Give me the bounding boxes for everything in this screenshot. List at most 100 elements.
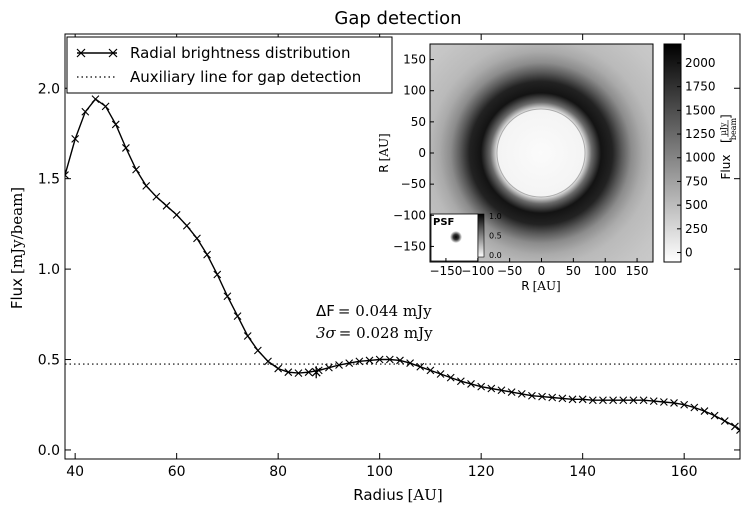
colorbar-tick-label: 500 bbox=[685, 198, 708, 212]
data-point-marker bbox=[172, 210, 181, 219]
annotation-delta-f-value: = 0.044 mJy bbox=[338, 302, 432, 320]
colorbar-unit-numerator: μJy bbox=[719, 122, 728, 135]
data-point-marker bbox=[396, 356, 404, 365]
data-point-marker bbox=[720, 417, 729, 425]
y-tick-label: 1.5 bbox=[38, 172, 60, 188]
data-point-marker bbox=[264, 357, 272, 366]
data-point-marker bbox=[690, 403, 699, 412]
annotation-3sigma: 3σ = 0.028 mJy bbox=[316, 324, 433, 342]
data-point-marker bbox=[182, 221, 191, 230]
y-tick-label: 0.0 bbox=[38, 443, 60, 459]
colorbar-tick-label: 1500 bbox=[685, 103, 716, 117]
psf-colorbar-tick-label: 1.0 bbox=[489, 212, 502, 221]
y-axis-label: Flux [mJy/beam] bbox=[8, 187, 26, 309]
annotation-delta-f: ΔF = 0.044 mJy bbox=[316, 302, 432, 320]
legend-entry-radial: Radial brightness distribution bbox=[130, 44, 350, 62]
data-point-marker bbox=[203, 250, 211, 259]
inset-x-tick-label: −50 bbox=[497, 264, 522, 278]
inset-x-tick-label: 0 bbox=[538, 264, 546, 278]
annotation-delta-f-label: ΔF bbox=[316, 302, 335, 320]
psf-colorbar-tick-label: 0.0 bbox=[489, 251, 502, 260]
data-point-marker bbox=[731, 422, 739, 431]
data-point-marker bbox=[446, 373, 455, 382]
x-tick-label: 160 bbox=[671, 464, 698, 480]
data-point-marker bbox=[294, 369, 303, 377]
data-point-marker bbox=[670, 399, 678, 407]
colorbar-tick-label: 750 bbox=[685, 174, 708, 188]
inset-x-tick-label: −150 bbox=[429, 264, 462, 278]
psf-beam bbox=[450, 231, 462, 243]
data-point-marker bbox=[325, 363, 333, 372]
inset-y-tick-label: 150 bbox=[403, 53, 426, 67]
data-point-marker bbox=[65, 171, 69, 179]
data-point-marker bbox=[223, 292, 232, 301]
data-point-marker bbox=[355, 357, 364, 366]
x-tick-label: 40 bbox=[66, 464, 84, 480]
data-point-marker bbox=[629, 396, 638, 405]
data-point-marker bbox=[507, 388, 516, 396]
colorbar-tick-label: 1750 bbox=[685, 80, 716, 94]
inset-y-label-text: R bbox=[377, 164, 391, 172]
inset-y-label: R [AU] bbox=[377, 133, 391, 173]
colorbar-unit-close: ] bbox=[719, 114, 733, 119]
x-axis-unit: [AU] bbox=[408, 486, 443, 504]
legend-marker-sample bbox=[76, 48, 118, 58]
gap-minimum-marker bbox=[311, 366, 321, 379]
data-point-marker bbox=[365, 356, 374, 365]
data-point-marker bbox=[517, 390, 526, 398]
data-point-marker bbox=[233, 312, 242, 321]
inset-x-tick-label: 100 bbox=[594, 264, 617, 278]
inset-y-tick-label: 50 bbox=[411, 115, 426, 129]
data-point-marker bbox=[680, 400, 689, 409]
data-point-marker bbox=[456, 377, 465, 386]
data-point-marker bbox=[436, 370, 445, 378]
psf-colorbar-tick-label: 0.5 bbox=[489, 232, 502, 241]
colorbar-tick-label: 2000 bbox=[685, 56, 716, 70]
data-point-marker bbox=[588, 396, 597, 405]
x-tick-label: 100 bbox=[366, 464, 393, 480]
data-point-marker bbox=[528, 391, 536, 400]
data-point-marker bbox=[416, 362, 425, 371]
inset-disk-image: PSF 1.0 0.5 0.0 bbox=[429, 43, 654, 263]
data-point-marker bbox=[385, 355, 394, 364]
data-point-marker bbox=[81, 107, 90, 116]
inset-x-label: R [AU] bbox=[521, 279, 561, 293]
colorbar-tick-label: 1000 bbox=[685, 151, 716, 165]
data-point-marker bbox=[162, 201, 171, 210]
colorbar-tick-label: 250 bbox=[685, 222, 708, 236]
data-point-marker bbox=[548, 393, 557, 402]
annotation-3sigma-label: 3σ bbox=[316, 324, 337, 342]
data-point-marker bbox=[152, 192, 161, 201]
x-tick-label: 80 bbox=[269, 464, 287, 480]
data-point-marker bbox=[91, 95, 100, 103]
inset-x-unit: [AU] bbox=[533, 279, 561, 293]
legend: Radial brightness distribution Auxiliary… bbox=[66, 36, 393, 94]
inset-x-tick-label: 50 bbox=[566, 264, 581, 278]
data-point-marker bbox=[243, 332, 252, 340]
colorbar-unit-open: [ bbox=[719, 138, 733, 143]
psf-label: PSF bbox=[433, 217, 454, 228]
colorbar-label: Flux [ μJy beam ] bbox=[719, 114, 738, 179]
inset-y-tick-label: −100 bbox=[393, 208, 426, 222]
data-point-marker bbox=[284, 368, 293, 377]
data-point-marker bbox=[274, 364, 283, 373]
data-point-marker bbox=[375, 355, 384, 364]
data-point-marker bbox=[710, 411, 719, 420]
legend-box bbox=[66, 36, 393, 94]
x-axis-label-text: Radius bbox=[353, 486, 403, 504]
data-point-marker bbox=[213, 270, 222, 279]
colorbar-tick-label: 1250 bbox=[685, 127, 716, 141]
inset-y-tick-label: 0 bbox=[418, 146, 426, 160]
data-point-marker bbox=[639, 396, 648, 405]
colorbar-tick-label: 0 bbox=[685, 246, 693, 260]
data-point-marker bbox=[497, 386, 506, 395]
data-point-marker bbox=[578, 395, 587, 404]
disk-emission bbox=[430, 44, 653, 262]
inset-x-tick-label: 150 bbox=[626, 264, 649, 278]
psf-colorbar bbox=[477, 213, 485, 258]
data-point-marker bbox=[122, 144, 130, 152]
x-axis-label: Radius [AU] bbox=[353, 486, 442, 504]
data-point-marker bbox=[538, 392, 546, 401]
disk-ring-edge bbox=[496, 108, 586, 198]
data-point-marker bbox=[406, 359, 415, 368]
